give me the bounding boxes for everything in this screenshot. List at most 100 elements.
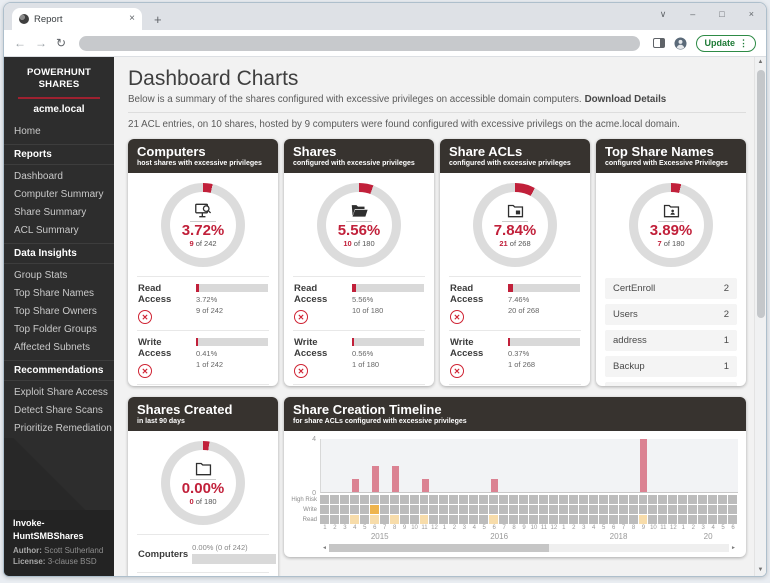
bar-column (440, 439, 450, 492)
stat-left: Write Access ✕ (138, 337, 192, 378)
share-name-row[interactable]: address 1 (605, 330, 737, 351)
y-tick-min: 0 (312, 490, 316, 497)
sidebar-item-group-stats[interactable]: Group Stats (14, 269, 68, 281)
stat-label: Read Access (138, 283, 172, 305)
page-title: Dashboard Charts (128, 67, 299, 90)
new-tab-button[interactable]: + (154, 12, 162, 27)
heat-cell (598, 515, 608, 524)
bar-column (708, 439, 718, 492)
window-minimize-button[interactable]: – (690, 9, 696, 19)
donut-chart: 7.84% 21 of 268 (473, 183, 557, 267)
heat-cell (339, 515, 349, 524)
stat-percent: 5.56% (352, 295, 374, 304)
month-label: 2 (333, 525, 337, 531)
sidebar-item-dashboard[interactable]: Dashboard (14, 170, 63, 182)
tab-close-icon[interactable]: × (129, 13, 135, 24)
heat-cell (459, 495, 469, 504)
heat-cell (588, 505, 598, 514)
heat-cell (648, 495, 658, 504)
sidebar-item-share-summary[interactable]: Share Summary (14, 206, 87, 218)
bar-column (430, 439, 440, 492)
vertical-scrollbar[interactable]: ▲ ▼ (754, 57, 766, 576)
sidebar-item-top-folder-groups[interactable]: Top Folder Groups (14, 323, 97, 335)
stat-left: Write Access ✕ (450, 337, 504, 378)
bar (421, 478, 429, 492)
sidebar-item-detect-share-scans[interactable]: Detect Share Scans (14, 404, 103, 416)
timeline-plot: 1 2 3 4 5 6 7 8 9 10 11 12 1 2 3 4 5 6 7 8 9 10 11 12 1 2 3 4 5 6 7 8 9 1… (320, 439, 738, 553)
bar-column (490, 439, 500, 492)
share-name-row[interactable]: CertEnroll 2 (605, 278, 737, 299)
share-name-row[interactable]: Users 2 (605, 304, 737, 325)
donut-divider (346, 220, 372, 222)
month-label: 12 (431, 525, 438, 531)
sidebar-item-computer-summary[interactable]: Computer Summary (14, 188, 104, 200)
side-panel-icon[interactable] (653, 38, 666, 48)
heat-cell (588, 515, 598, 524)
stat-count: 9 of 242 (196, 305, 224, 315)
update-button[interactable]: Update ⋮ (696, 34, 756, 52)
profile-avatar-icon[interactable] (674, 36, 687, 50)
heat-cell (320, 495, 329, 504)
browser-tab[interactable]: Report × (12, 8, 142, 30)
heat-cell (459, 515, 469, 524)
sidebar-item-data-insights[interactable]: Data Insights (4, 242, 114, 264)
sidebar-item-affected-subnets[interactable]: Affected Subnets (14, 341, 90, 353)
hscroll-track[interactable] (328, 544, 730, 552)
stat-count: 1 of 242 (196, 359, 224, 369)
forward-icon[interactable]: → (35, 36, 47, 50)
window-menu-chevron-icon[interactable]: ∨ (659, 9, 667, 19)
download-details-link[interactable]: Download Details (584, 94, 667, 105)
browser-toolbar: ← → ↻ Update ⋮ (4, 30, 766, 57)
share-name-row[interactable]: Backup 1 (605, 356, 737, 377)
progress-bar (352, 338, 424, 346)
month-label: 2 (572, 525, 576, 531)
stat-right: 7.46% 20 of 268 (508, 283, 580, 324)
stat-row-read-access: Read Access ✕ 5.56% 10 of 180 (293, 276, 425, 330)
share-name-row[interactable]: Monitor1 (605, 382, 737, 386)
back-icon[interactable]: ← (14, 36, 26, 50)
address-bar[interactable] (79, 35, 641, 51)
scrollbar-thumb[interactable] (757, 70, 765, 318)
scrollbar-down-icon[interactable]: ▼ (757, 567, 764, 573)
hscroll-right-icon[interactable]: ► (731, 545, 736, 551)
tab-title: Report (34, 13, 63, 25)
sidebar-item-exploit-share-access[interactable]: Exploit Share Access (14, 386, 108, 398)
progress-fill (196, 338, 198, 346)
donut-divider (190, 220, 216, 222)
hscroll-thumb[interactable] (328, 544, 549, 552)
donut-hole: 3.89% 7 of 180 (638, 192, 704, 258)
card-header-share-acls: Share ACLs configured with excessive priv… (440, 139, 590, 173)
timeline-hscrollbar[interactable]: ◄ ► (320, 543, 738, 553)
heat-row-read (320, 515, 738, 524)
sidebar-item-acl-summary[interactable]: ACL Summary (14, 224, 79, 236)
hscroll-left-icon[interactable]: ◄ (322, 545, 327, 551)
sidebar-item-prioritize-remediation[interactable]: Prioritize Remediation (14, 422, 112, 434)
sidebar-item-top-share-owners[interactable]: Top Share Owners (14, 305, 97, 317)
heat-cell (399, 515, 409, 524)
scrollbar-up-icon[interactable]: ▲ (757, 59, 764, 65)
created-stat-detail: 0.00% (0 of 242) (192, 543, 248, 552)
sidebar-item-top-share-names[interactable]: Top Share Names (14, 287, 95, 299)
card-share-creation-timeline: Share Creation Timeline for share ACLs c… (284, 397, 746, 557)
donut-hole: 0.00% 0 of 180 (170, 450, 236, 516)
stat-right: 5.56% 10 of 180 (352, 283, 424, 324)
heat-cell (708, 505, 718, 514)
month-label: 10 (411, 525, 418, 531)
stat-percent: 0.56% (352, 349, 374, 358)
sidebar-nav: Home Reports Dashboard Computer Summary Shar… (4, 123, 114, 438)
sidebar-item-reports[interactable]: Reports (4, 143, 114, 165)
heat-cell (608, 515, 618, 524)
reload-icon[interactable]: ↻ (56, 36, 67, 50)
window-maximize-button[interactable]: □ (719, 9, 725, 19)
stat-label: Read Access (294, 283, 328, 305)
heat-cell (538, 505, 548, 514)
heat-cell (618, 515, 628, 524)
sidebar-item-home[interactable]: Home (14, 125, 41, 137)
stat-percent: 0.37% (508, 349, 530, 358)
month-label: 4 (711, 525, 715, 531)
sidebar-item-recommendations[interactable]: Recommendations (4, 359, 114, 381)
month-label: 6 (611, 525, 616, 531)
window-close-button[interactable]: × (748, 9, 754, 19)
